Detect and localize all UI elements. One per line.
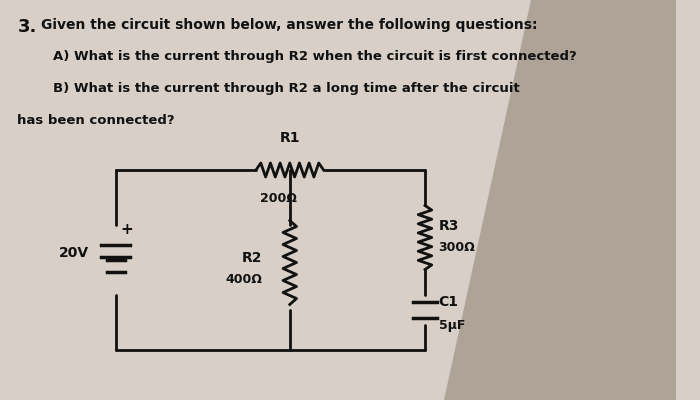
Text: 200Ω: 200Ω <box>260 192 297 205</box>
Text: 400Ω: 400Ω <box>226 273 262 286</box>
Text: C1: C1 <box>438 295 458 309</box>
Text: +: + <box>120 222 134 238</box>
Text: B) What is the current through R2 a long time after the circuit: B) What is the current through R2 a long… <box>53 82 520 95</box>
Polygon shape <box>444 0 676 400</box>
Text: has been connected?: has been connected? <box>18 114 175 127</box>
Text: R1: R1 <box>279 131 300 145</box>
Text: R2: R2 <box>242 250 262 264</box>
Text: 20V: 20V <box>59 246 89 260</box>
Text: R3: R3 <box>438 218 459 232</box>
Text: 5μF: 5μF <box>438 318 465 332</box>
Text: Given the circuit shown below, answer the following questions:: Given the circuit shown below, answer th… <box>41 18 537 32</box>
Text: A) What is the current through R2 when the circuit is first connected?: A) What is the current through R2 when t… <box>53 50 577 63</box>
Text: 3.: 3. <box>18 18 37 36</box>
Text: 300Ω: 300Ω <box>438 241 475 254</box>
